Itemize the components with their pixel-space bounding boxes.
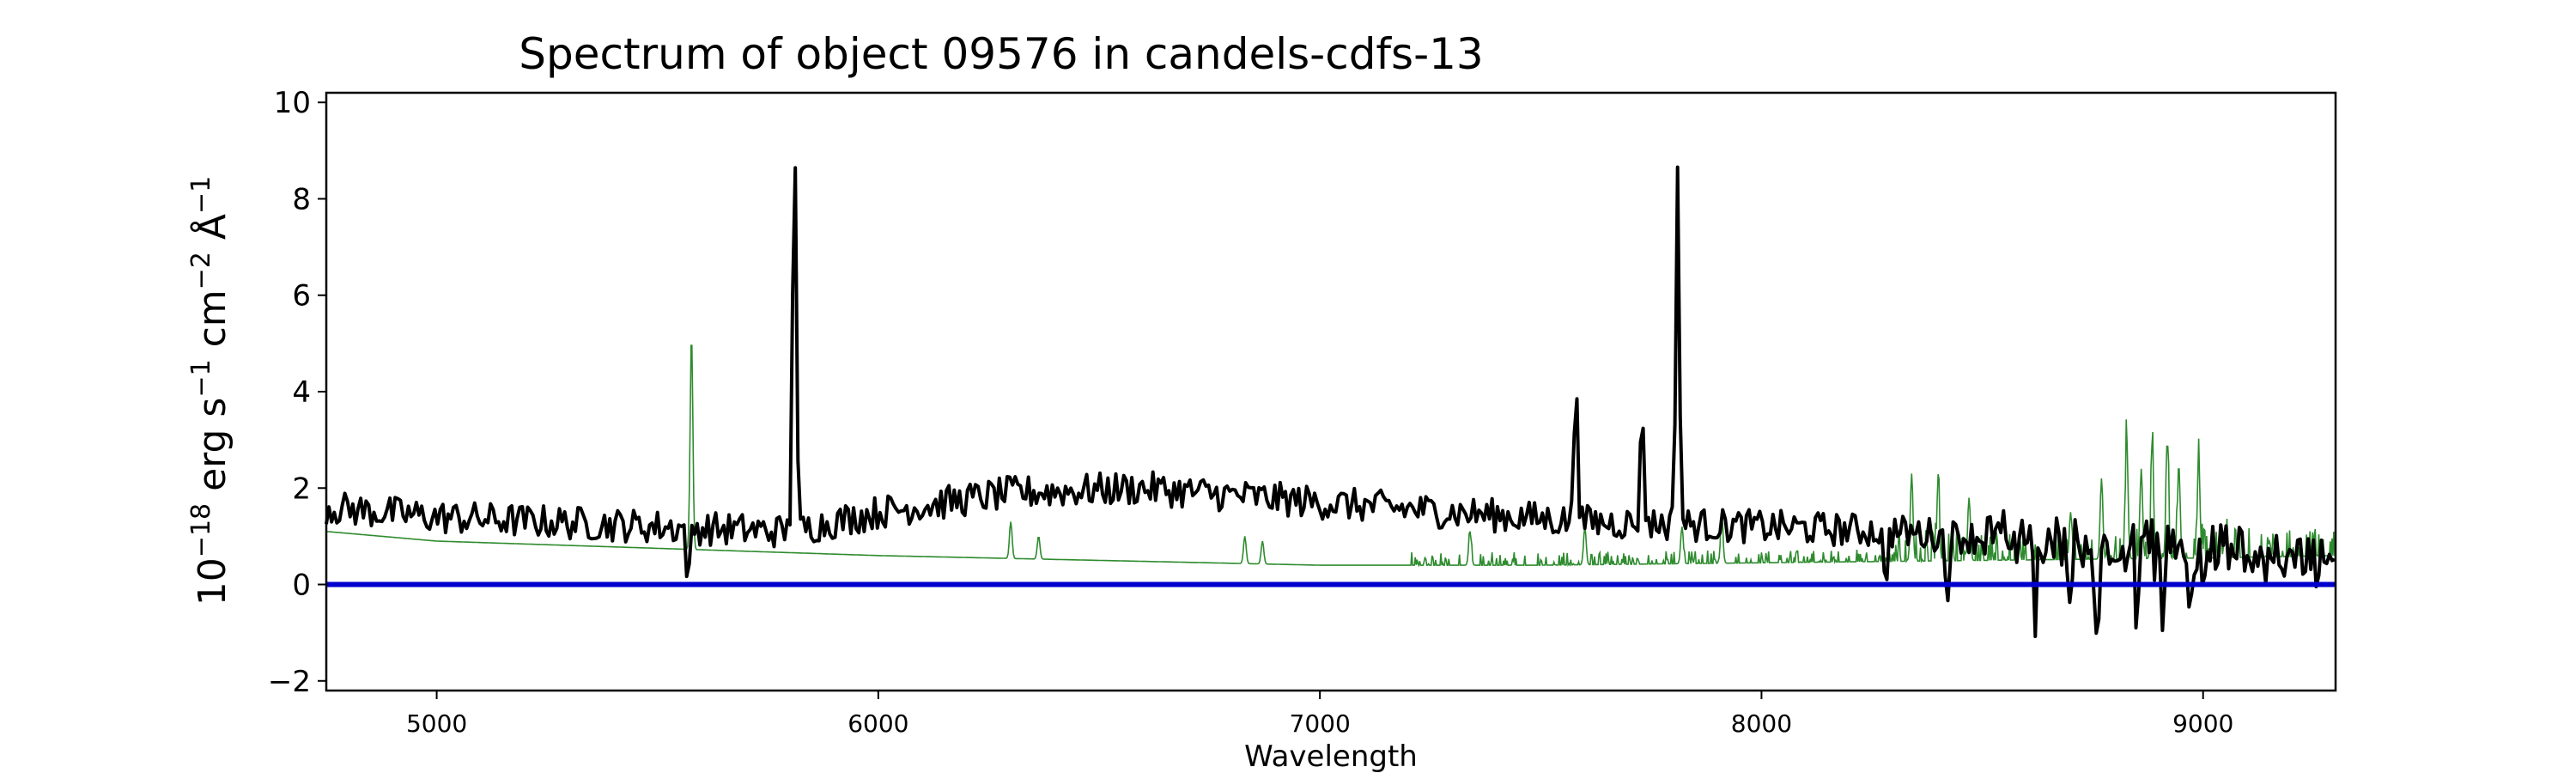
sky-model-path xyxy=(325,344,2336,568)
x-tick-label: 5000 xyxy=(406,709,467,738)
y-label-exp4: −1 xyxy=(186,176,216,214)
y-tick-label: 8 xyxy=(292,182,311,216)
plot-area xyxy=(325,91,2337,692)
x-tick-label: 7000 xyxy=(1290,709,1351,738)
y-label-mid1: erg s xyxy=(191,398,234,503)
sky-model-line xyxy=(325,344,2336,568)
y-label-exp2: −1 xyxy=(186,359,216,397)
x-axis: 5000 6000 7000 8000 9000 xyxy=(406,691,2233,738)
x-axis-label: Wavelength xyxy=(1244,740,1418,773)
y-axis: −2 0 2 4 6 8 10 xyxy=(268,86,326,699)
x-tick-label: 6000 xyxy=(848,709,908,738)
y-label-base: 10 xyxy=(191,557,234,606)
y-tick-label: 10 xyxy=(274,86,311,120)
observed-spectrum-path xyxy=(325,165,2336,638)
y-label-exp1: −18 xyxy=(186,503,216,557)
y-tick-label: −2 xyxy=(268,665,311,699)
y-tick-label: 0 xyxy=(292,569,311,603)
y-tick-label: 2 xyxy=(292,472,311,506)
x-tick-label: 8000 xyxy=(1731,709,1792,738)
observed-spectrum-line xyxy=(325,165,2336,638)
y-label-mid3: Å xyxy=(189,214,234,252)
y-tick-label: 4 xyxy=(292,375,311,410)
y-label-exp3: −2 xyxy=(186,252,216,289)
y-axis-label: 10−18 erg s−1 cm−2 Å−1 xyxy=(186,176,234,606)
chart-title: Spectrum of object 09576 in candels-cdfs… xyxy=(519,29,1484,79)
x-tick-label: 9000 xyxy=(2172,709,2233,738)
y-label-mid2: cm xyxy=(191,289,234,359)
y-tick-label: 6 xyxy=(292,279,311,313)
